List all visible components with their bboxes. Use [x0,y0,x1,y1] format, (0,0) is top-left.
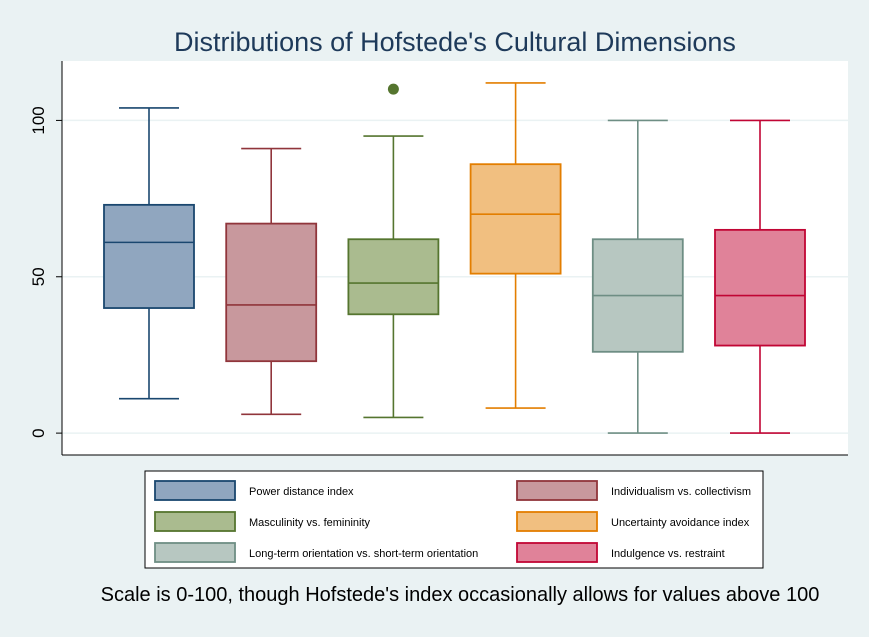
legend-label: Indulgence vs. restraint [611,548,725,560]
outlier-point-1 [387,83,399,95]
boxes [103,82,806,434]
y-axis: 0 50 100 [29,61,848,456]
iqr-box [103,203,195,309]
legend-item-6: Indulgence vs. restraint [516,542,725,563]
box-3 [347,83,440,419]
y-tick-label-100: 100 [29,106,48,134]
iqr-box [225,222,318,363]
iqr-box [714,228,806,347]
y-tick-label-50: 50 [29,267,48,286]
box-5 [591,119,684,434]
legend-swatch [154,542,236,563]
legend-frame [144,470,764,569]
chart-note: Scale is 0-100, though Hofstede's index … [101,584,820,606]
legend-label: Uncertainty avoidance index [611,517,750,529]
box-6 [714,119,806,434]
iqr-box [469,163,562,275]
box-2 [225,147,318,416]
y-tick-label-0: 0 [29,428,48,437]
iqr-box [347,238,440,316]
legend-item-2: Individualism vs. collectivism [516,480,751,501]
legend-swatch [516,480,598,501]
legend-item-3: Masculinity vs. femininity [154,511,371,532]
legend-label: Power distance index [249,486,354,498]
legend-swatch [154,480,236,501]
box-1 [103,107,195,400]
legend-label: Individualism vs. collectivism [611,486,751,498]
legend-label: Long-term orientation vs. short-term ori… [249,548,478,560]
legend-swatch [516,511,598,532]
chart-title: Distributions of Hofstede's Cultural Dim… [174,27,736,57]
legend-item-5: Long-term orientation vs. short-term ori… [154,542,478,563]
legend-item-4: Uncertainty avoidance index [516,511,750,532]
legend-item-1: Power distance index [154,480,354,501]
legend-swatch [516,542,598,563]
legend-swatch [154,511,236,532]
legend-label: Masculinity vs. femininity [249,517,371,529]
box-4 [469,82,562,409]
legend: Power distance index Individualism vs. co… [144,470,764,569]
